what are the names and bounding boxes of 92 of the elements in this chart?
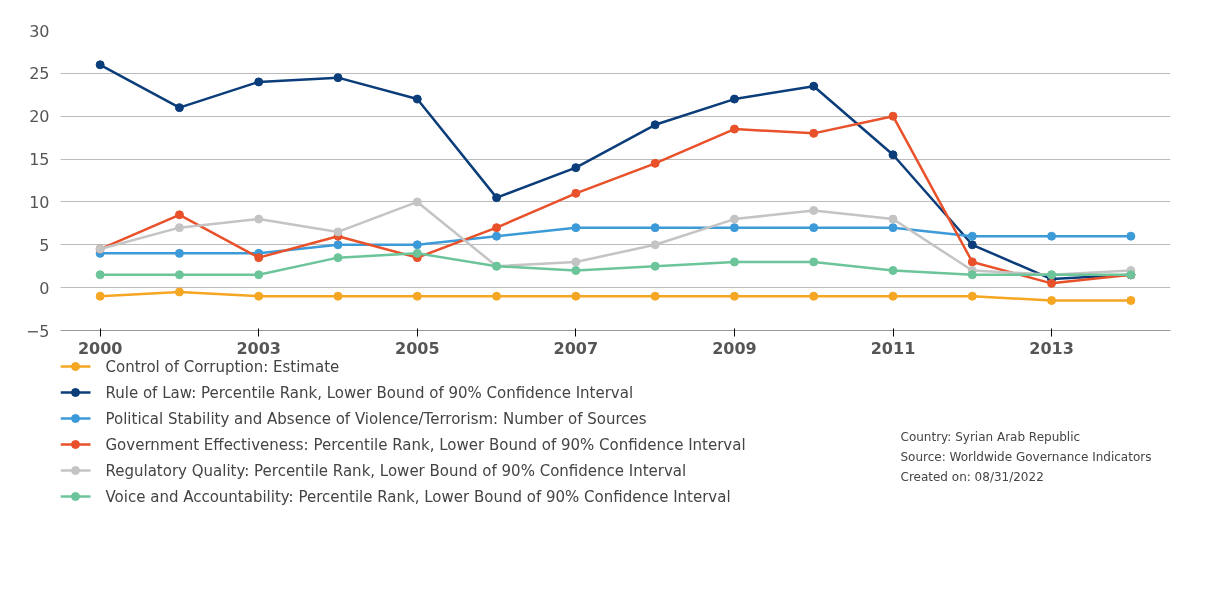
point	[571, 257, 581, 267]
point	[492, 231, 502, 241]
point	[412, 248, 422, 258]
y-tick-label: 5	[39, 235, 50, 255]
point	[571, 223, 581, 233]
x-tick-label: 2000	[77, 338, 123, 358]
point	[333, 240, 343, 250]
point	[888, 214, 898, 224]
point	[809, 81, 819, 91]
point	[571, 188, 581, 198]
point	[95, 270, 105, 280]
point	[333, 253, 343, 263]
point	[729, 257, 739, 267]
legend-label: Rule of Law: Percentile Rank, Lower Bound of 90% Confidence Interval	[105, 383, 634, 402]
point	[571, 266, 581, 275]
point	[967, 257, 977, 267]
point	[571, 163, 581, 173]
point	[729, 124, 739, 134]
point	[174, 210, 184, 220]
x-tick-label: 2007	[553, 338, 599, 358]
source-note: Source: Worldwide Governance Indicators	[900, 449, 1152, 464]
point	[333, 73, 343, 83]
x-tick-label: 2013	[1029, 338, 1074, 358]
point	[174, 270, 184, 280]
point	[1126, 231, 1136, 241]
y-tick-label: 10	[29, 192, 50, 212]
text: Created on: 08/31/2022	[900, 469, 1044, 484]
point	[492, 291, 502, 301]
point	[174, 248, 184, 258]
y-tick-label: 20	[29, 107, 50, 127]
point	[412, 291, 422, 301]
point	[174, 103, 184, 113]
y-tick-label: −5	[25, 321, 50, 341]
point	[1047, 231, 1057, 241]
legend-label: Political Stability and Absence of Violence/Terrorism: Number of Sources	[105, 409, 647, 428]
x-tick-label: 2005	[395, 338, 440, 358]
point	[888, 111, 898, 121]
point	[412, 94, 422, 104]
point	[650, 240, 660, 250]
x-tick-label: 2011	[870, 338, 916, 358]
point	[967, 291, 977, 301]
y-tick-label: 30	[29, 21, 50, 41]
point	[95, 60, 105, 70]
point	[809, 128, 819, 138]
legend-label: Regulatory Quality: Percentile Rank, Lower Bound of 90% Confidence Interval	[105, 461, 687, 480]
point	[729, 291, 739, 301]
point	[254, 77, 264, 87]
legend-label: Voice and Accountability: Percentile Rank, Lower Bound of 90% Confidence Interval	[105, 487, 731, 506]
point	[888, 266, 898, 275]
point	[412, 197, 422, 207]
point	[492, 193, 502, 203]
point	[174, 223, 184, 233]
point	[571, 291, 581, 301]
point	[650, 120, 660, 130]
point	[254, 253, 264, 263]
point	[333, 291, 343, 301]
text: Country: Syrian Arab Republic	[900, 429, 1081, 444]
point	[809, 291, 819, 301]
point	[95, 291, 105, 301]
point	[174, 287, 184, 297]
point	[1047, 296, 1057, 305]
point	[729, 94, 739, 104]
point	[888, 223, 898, 233]
point	[967, 231, 977, 241]
point	[1126, 296, 1136, 305]
legend-label: Government Effectiveness: Percentile Rank, Lower Bound of 90% Confidence Interval	[105, 435, 746, 454]
point	[809, 223, 819, 233]
point	[254, 291, 264, 301]
point	[809, 206, 819, 215]
y-tick-label: 0	[39, 278, 50, 298]
point	[729, 223, 739, 233]
point	[333, 227, 343, 237]
point	[650, 261, 660, 271]
point	[254, 270, 264, 280]
point	[492, 223, 502, 233]
point	[809, 257, 819, 267]
point	[650, 158, 660, 168]
point	[967, 240, 977, 250]
y-tick-label: 15	[29, 150, 50, 170]
point	[412, 240, 422, 250]
point	[650, 291, 660, 301]
y-tick-label: 25	[29, 64, 50, 84]
point	[1047, 278, 1057, 288]
point	[888, 291, 898, 301]
point	[254, 214, 264, 224]
x-tick-label: 2003	[236, 338, 281, 358]
legend-label: Control of Corruption: Estimate	[105, 357, 340, 376]
point	[888, 150, 898, 160]
point	[967, 270, 977, 280]
x-tick-label: 2009	[712, 338, 757, 358]
point	[729, 214, 739, 224]
point	[650, 223, 660, 233]
